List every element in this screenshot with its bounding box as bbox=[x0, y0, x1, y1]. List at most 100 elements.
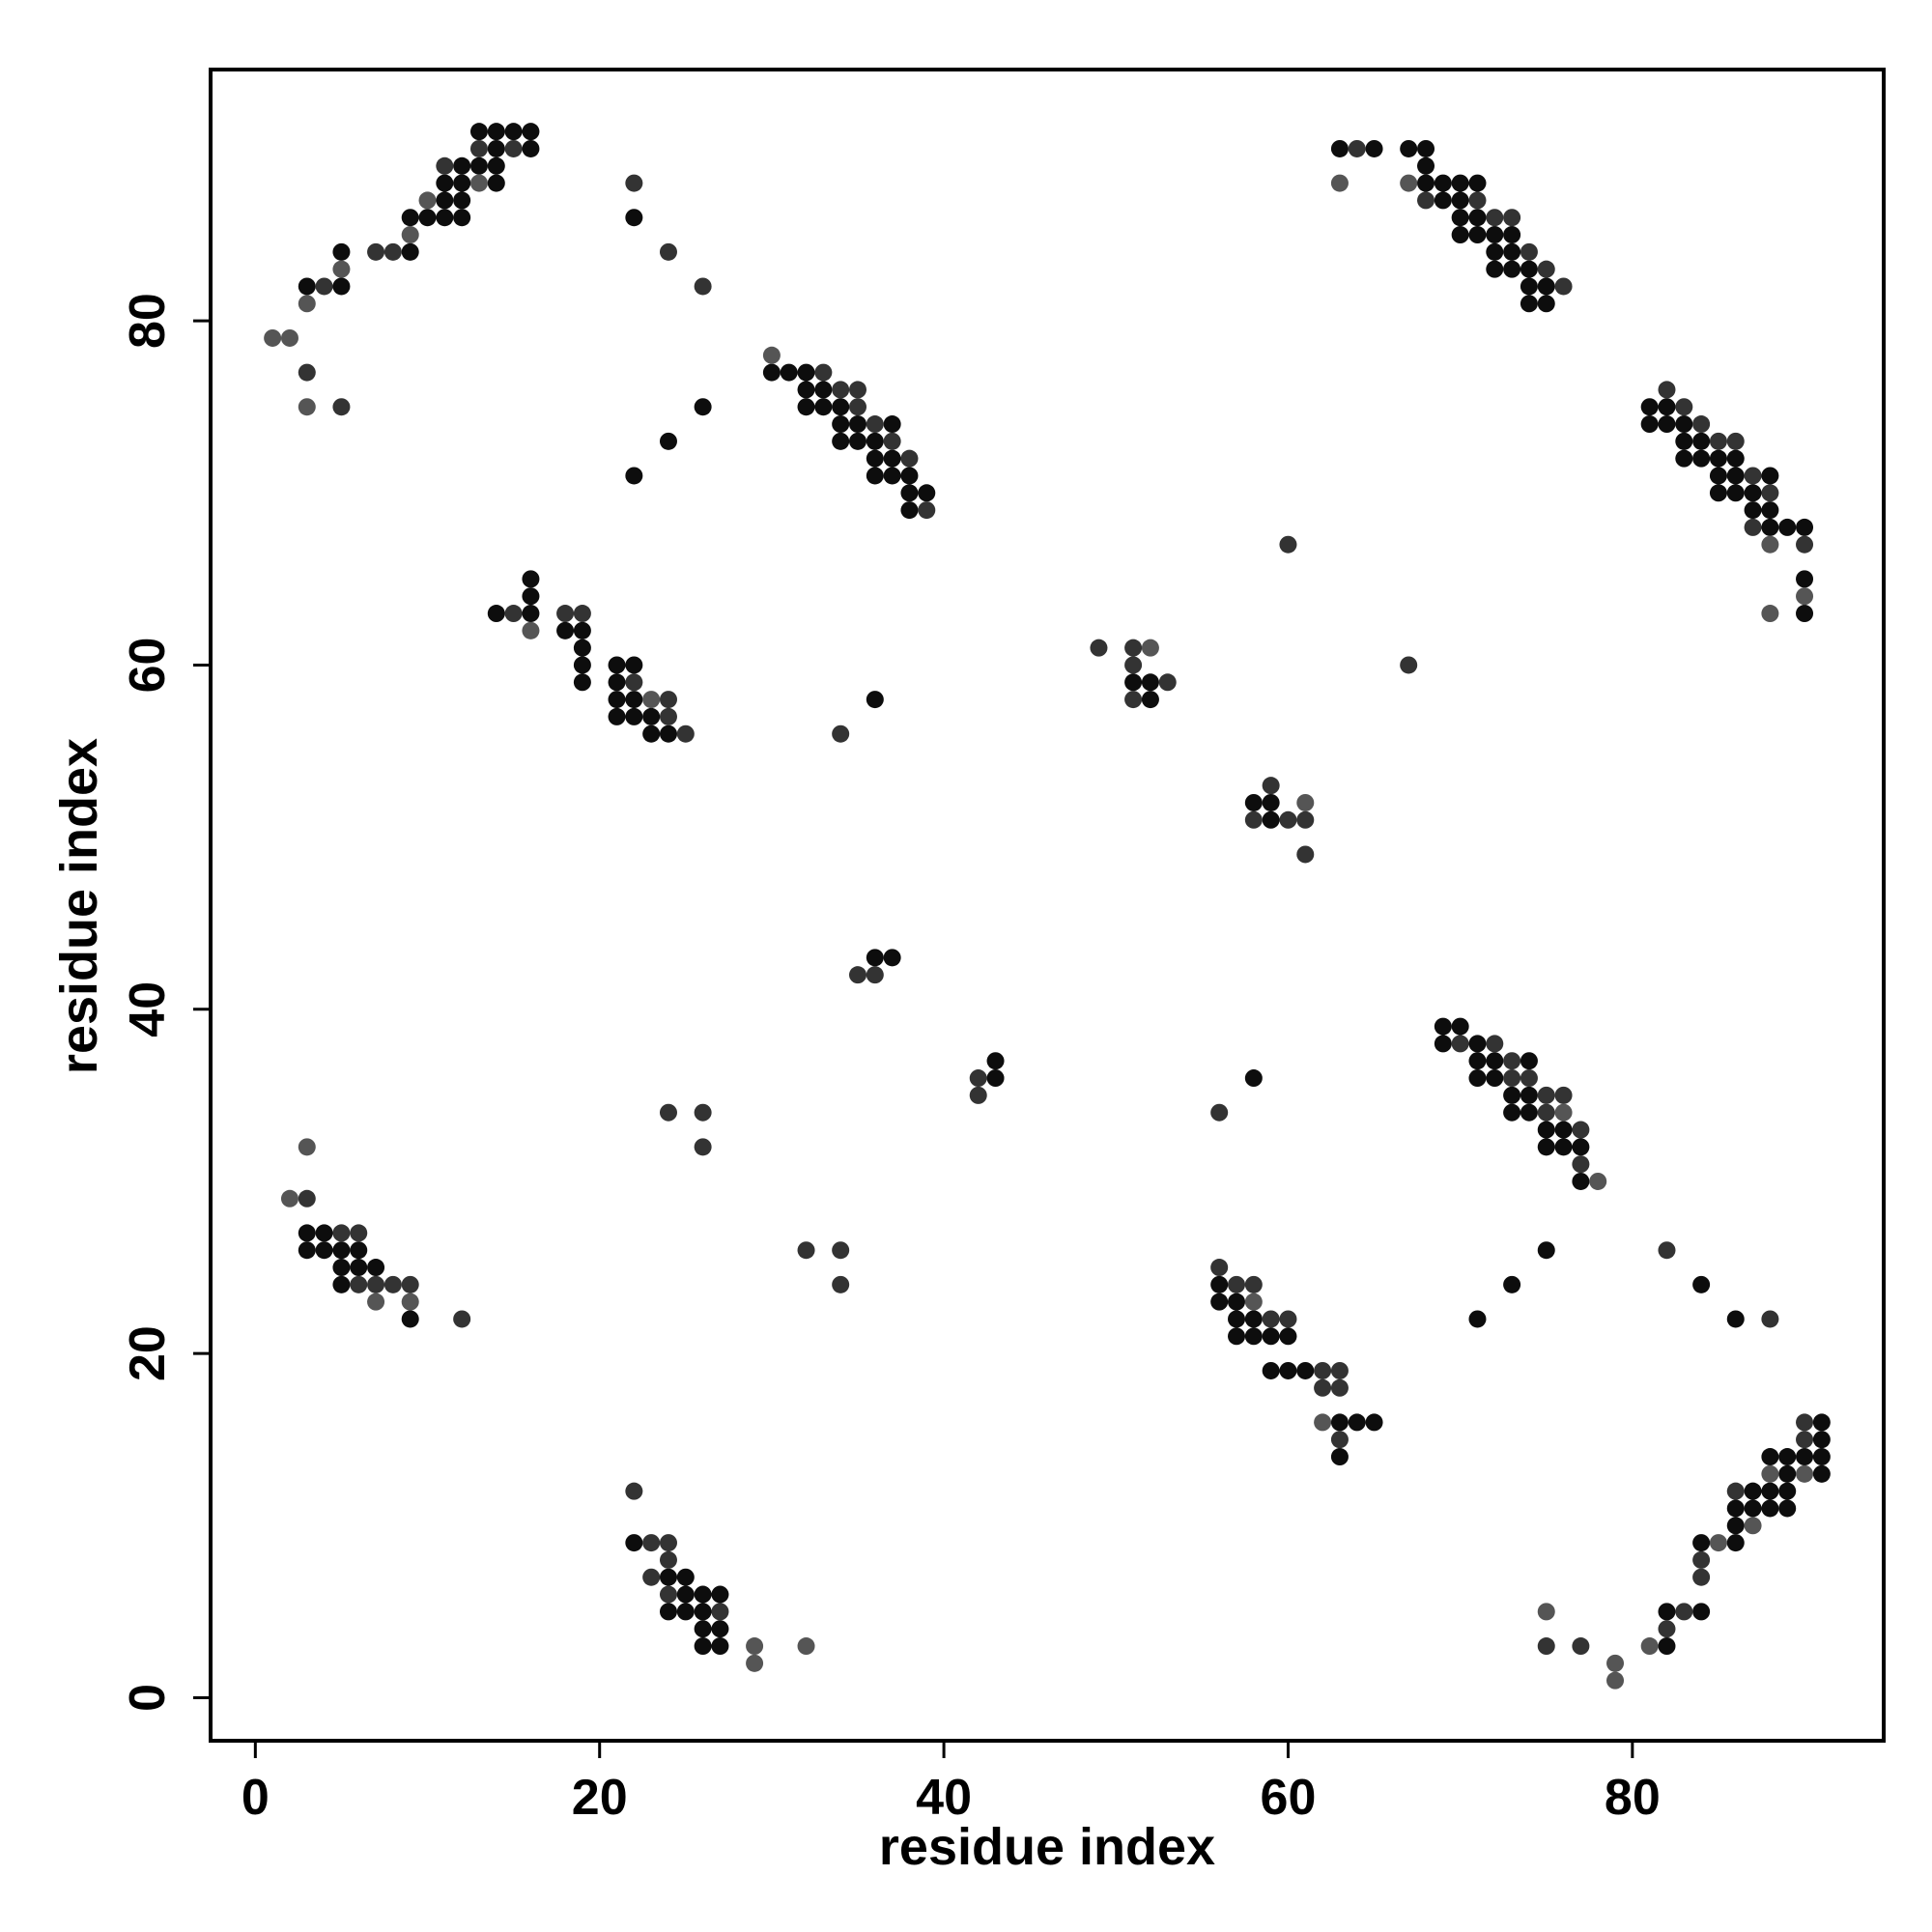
contact-point bbox=[866, 449, 884, 468]
contact-point bbox=[642, 1568, 661, 1586]
contact-point bbox=[711, 1620, 729, 1638]
contact-point bbox=[1726, 1534, 1745, 1552]
contact-point bbox=[1778, 1448, 1797, 1466]
contact-point bbox=[573, 673, 591, 692]
contact-point bbox=[1451, 209, 1469, 227]
contact-point bbox=[1796, 605, 1814, 623]
contact-point bbox=[1675, 398, 1693, 416]
y-tick-label: 40 bbox=[120, 981, 176, 1037]
contact-point bbox=[1761, 1499, 1779, 1518]
contact-point bbox=[1520, 277, 1538, 296]
contact-point bbox=[1761, 1310, 1779, 1328]
contact-point bbox=[556, 621, 575, 639]
contact-point bbox=[780, 363, 798, 382]
contact-point bbox=[1726, 449, 1745, 468]
contact-point bbox=[659, 1550, 677, 1569]
contact-point bbox=[298, 1189, 316, 1208]
contact-point bbox=[1606, 1654, 1625, 1672]
contact-point bbox=[625, 209, 643, 227]
contact-point bbox=[1210, 1259, 1229, 1277]
contact-point bbox=[797, 363, 815, 382]
contact-point bbox=[1692, 1275, 1711, 1293]
contact-point bbox=[1330, 1448, 1349, 1466]
contact-point bbox=[1451, 226, 1469, 244]
contact-point bbox=[1244, 1275, 1263, 1293]
contact-point bbox=[1761, 1482, 1779, 1500]
contact-point bbox=[659, 1603, 677, 1621]
contact-point bbox=[522, 587, 540, 606]
x-axis-label: residue index bbox=[879, 1818, 1215, 1876]
contact-point bbox=[1279, 535, 1297, 554]
contact-point bbox=[659, 691, 677, 709]
contact-point bbox=[1796, 570, 1814, 588]
contact-point bbox=[367, 1259, 385, 1277]
contact-point bbox=[1675, 432, 1693, 450]
contact-point bbox=[1726, 467, 1745, 485]
contact-point bbox=[367, 1293, 385, 1311]
contact-point bbox=[832, 381, 850, 399]
contact-point bbox=[866, 467, 884, 485]
contact-point bbox=[1434, 191, 1452, 210]
contact-point bbox=[573, 639, 591, 657]
contact-point bbox=[401, 1310, 419, 1328]
contact-point bbox=[1348, 139, 1366, 157]
contact-point bbox=[1330, 1431, 1349, 1449]
contact-point bbox=[504, 139, 523, 157]
contact-point bbox=[1640, 398, 1659, 416]
contact-point bbox=[556, 605, 575, 623]
contact-point bbox=[1228, 1293, 1246, 1311]
contact-point bbox=[1486, 209, 1504, 227]
contact-point bbox=[918, 501, 936, 520]
contact-point bbox=[1796, 587, 1814, 606]
contact-point bbox=[1761, 518, 1779, 536]
contact-point bbox=[1812, 1448, 1831, 1466]
contact-point bbox=[1744, 1517, 1762, 1535]
contact-point bbox=[1124, 691, 1143, 709]
y-axis-label: residue index bbox=[50, 738, 108, 1074]
contact-point bbox=[487, 139, 505, 157]
contact-point bbox=[676, 1568, 695, 1586]
contact-point bbox=[866, 432, 884, 450]
contact-point bbox=[1503, 1086, 1521, 1104]
contact-point bbox=[1400, 656, 1418, 674]
contact-point bbox=[1572, 1172, 1590, 1190]
contact-point bbox=[1606, 1671, 1625, 1690]
contact-point bbox=[1744, 518, 1762, 536]
contact-point bbox=[401, 242, 419, 261]
contact-point bbox=[1778, 1499, 1797, 1518]
contact-point bbox=[1572, 1155, 1590, 1174]
point-series bbox=[264, 174, 1814, 1690]
contact-point bbox=[1812, 1431, 1831, 1449]
x-tick-label: 0 bbox=[242, 1770, 270, 1826]
contact-point bbox=[350, 1224, 368, 1242]
x-tick-label: 80 bbox=[1605, 1770, 1661, 1826]
contact-point bbox=[350, 1275, 368, 1293]
y-tick-label: 60 bbox=[120, 638, 176, 694]
contact-point bbox=[694, 1138, 712, 1156]
contact-point bbox=[1210, 1293, 1229, 1311]
contact-point bbox=[694, 1585, 712, 1604]
contact-point bbox=[1417, 139, 1435, 157]
contact-point bbox=[711, 1603, 729, 1621]
contact-point bbox=[676, 1585, 695, 1604]
contact-point bbox=[625, 656, 643, 674]
contact-point bbox=[298, 1224, 316, 1242]
contact-point bbox=[1296, 1361, 1315, 1379]
contact-point bbox=[900, 449, 919, 468]
contact-point bbox=[625, 707, 643, 725]
contact-point bbox=[1434, 174, 1452, 192]
contact-point bbox=[625, 1534, 643, 1552]
contact-point bbox=[1400, 174, 1418, 192]
contact-point bbox=[332, 1241, 351, 1260]
contact-point bbox=[453, 1310, 471, 1328]
contact-point bbox=[746, 1637, 764, 1656]
contact-point bbox=[1503, 226, 1521, 244]
contact-point bbox=[883, 432, 901, 450]
contact-point bbox=[1761, 501, 1779, 520]
contact-point bbox=[625, 691, 643, 709]
contact-point bbox=[848, 381, 867, 399]
x-tick-label: 20 bbox=[572, 1770, 628, 1826]
contact-point bbox=[1434, 1035, 1452, 1053]
contact-point bbox=[573, 605, 591, 623]
contact-point bbox=[1520, 295, 1538, 313]
